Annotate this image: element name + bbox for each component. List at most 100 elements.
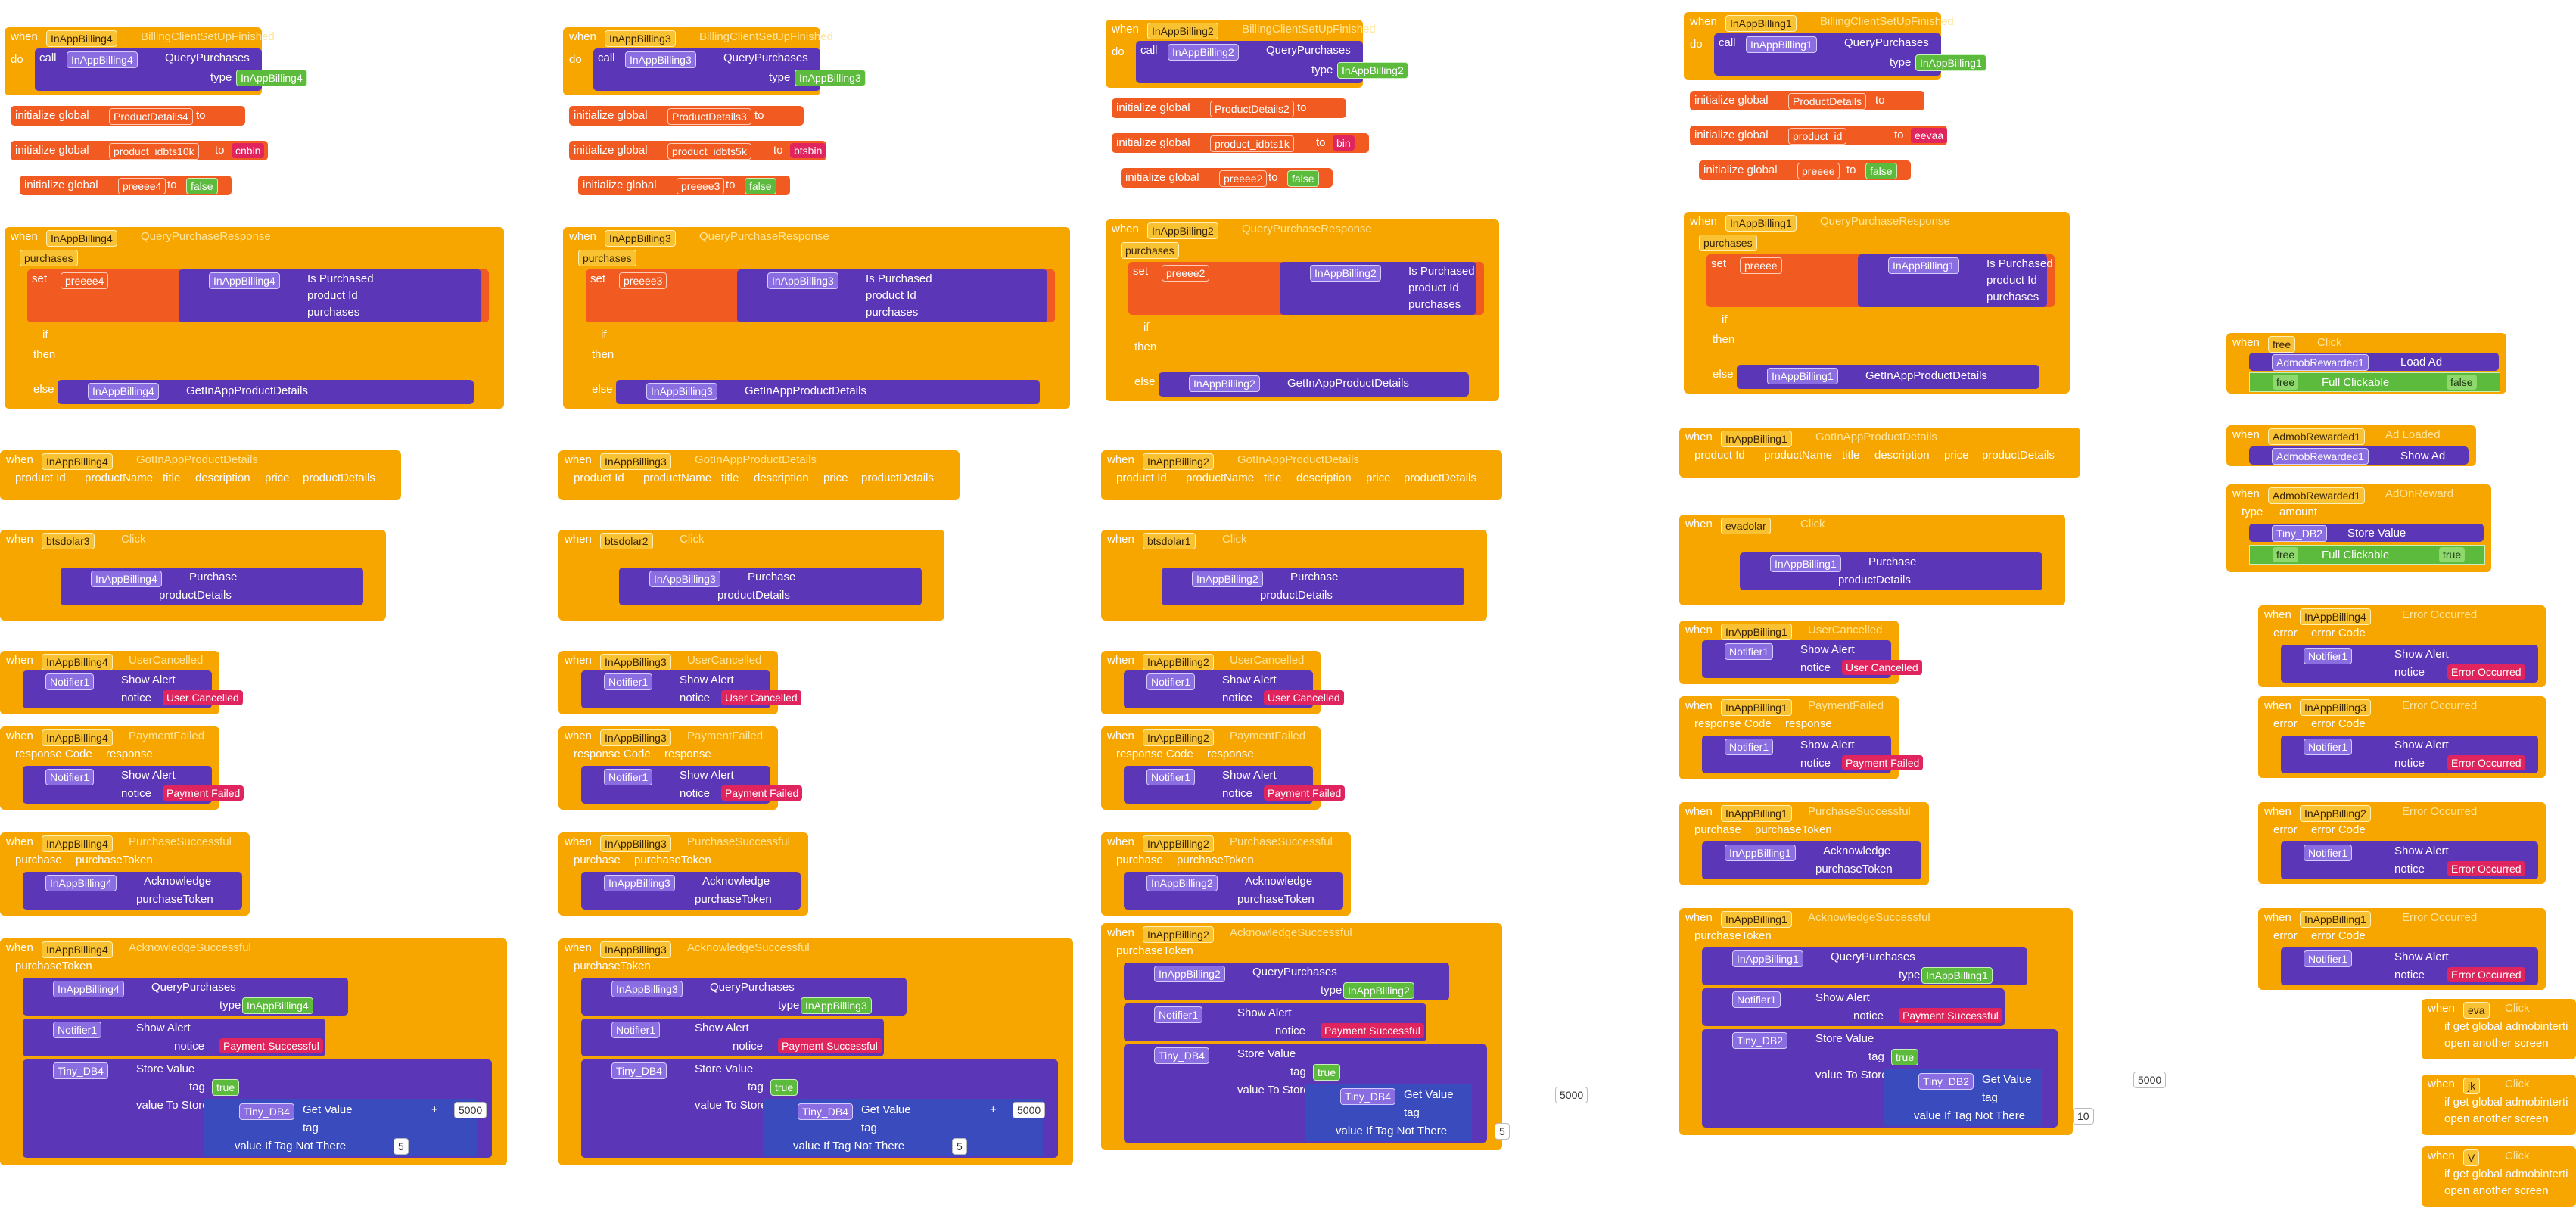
event-got-product-details[interactable]: when InAppBilling2 GotInAppProductDetails p… <box>1101 450 1502 500</box>
event-got-product-details[interactable]: when InAppBilling4 GotInAppProductDetails p… <box>0 450 401 500</box>
component-chip[interactable]: InAppBilling4 <box>88 383 159 400</box>
alert-text[interactable]: Payment Successful <box>1899 1008 2002 1023</box>
event-setup-finished[interactable]: when InAppBilling4 BillingClientSetUpFinis… <box>5 27 307 95</box>
init-global-product-id[interactable]: initialize global product_id to eevaa <box>1690 126 1948 145</box>
admob-chip[interactable]: AdmobRewarded1 <box>2268 428 2365 445</box>
var-name[interactable]: preeee4 <box>118 178 166 194</box>
event-acknowledge-successful[interactable]: when InAppBilling2 AcknowledgeSuccessful pu… <box>1101 923 1588 1150</box>
call-query-purchases[interactable]: call InAppBilling2 QueryPurchases type InApp… <box>1136 41 1408 83</box>
alert-text[interactable]: Payment Failed <box>721 785 803 801</box>
var-name[interactable]: preeee <box>1740 257 1782 274</box>
call-show-alert[interactable]: Notifier1 Show Alert notice Error Occurred <box>2281 947 2538 985</box>
component-chip[interactable]: InAppBilling4 <box>91 571 162 587</box>
tinydb-chip[interactable]: Tiny_DB4 <box>1340 1088 1395 1105</box>
var-name[interactable]: preeee3 <box>619 272 667 289</box>
notifier-chip[interactable]: Notifier1 <box>2304 739 2353 755</box>
var-name[interactable]: ProductDetails3 <box>667 108 751 125</box>
notifier-chip[interactable]: Notifier1 <box>1154 1006 1203 1023</box>
component-chip[interactable]: InAppBilling3 <box>604 875 675 891</box>
notifier-chip[interactable]: Notifier1 <box>1146 673 1196 690</box>
component-chip[interactable]: InAppBilling3 <box>605 30 676 47</box>
component-chip[interactable]: InAppBilling3 <box>605 230 676 247</box>
component-chip[interactable]: InAppBilling1 <box>1767 368 1838 384</box>
tag-value[interactable]: true <box>212 1079 240 1096</box>
alert-text[interactable]: Error Occurred <box>2447 664 2525 680</box>
type-billing-chip[interactable]: InAppBilling4 <box>236 70 307 86</box>
alert-text[interactable]: Error Occurred <box>2447 861 2525 876</box>
tag-value[interactable]: true <box>770 1079 798 1096</box>
admob-chip[interactable]: AdmobRewarded1 <box>2272 354 2369 371</box>
get-value-sum[interactable]: Tiny_DB4 Get Value +5000 tag value If Tag No… <box>204 1099 487 1156</box>
init-global-product-details[interactable]: initialize global ProductDetails4 to <box>11 106 245 126</box>
var-name[interactable]: product_id <box>1788 128 1847 145</box>
tinydb-chip[interactable]: Tiny_DB2 <box>2272 525 2327 542</box>
call-query-purchases[interactable]: call InAppBilling1 QueryPurchases type InApp… <box>1714 33 1986 76</box>
call-show-alert[interactable]: Notifier1 Show Alert notice Payment Failed <box>23 766 244 804</box>
event-acknowledge-successful[interactable]: when InAppBilling3 AcknowledgeSuccessful pu… <box>558 938 1073 1165</box>
event-error-occurred[interactable]: when InAppBilling1 Error Occurred error erro… <box>2258 908 2546 990</box>
call-show-alert[interactable]: Notifier1 Show Alert notice Payment Success… <box>1702 988 2005 1026</box>
notifier-chip[interactable]: Notifier1 <box>2304 845 2353 861</box>
bool-value[interactable]: false <box>186 178 218 194</box>
call-show-alert[interactable]: Notifier1 Show Alert notice Payment Success… <box>581 1019 884 1056</box>
notifier-chip[interactable]: Notifier1 <box>1732 991 1781 1008</box>
amount-value[interactable]: 5000 <box>454 1102 487 1118</box>
event-user-cancelled[interactable]: when InAppBilling4 UserCancelled Notifier1 S… <box>0 651 243 714</box>
notifier-chip[interactable]: Notifier1 <box>53 1022 102 1038</box>
value-chip[interactable]: false <box>2447 375 2477 390</box>
init-global-product-details[interactable]: initialize global ProductDetails to <box>1690 91 1924 110</box>
event-setup-finished[interactable]: when InAppBilling1 BillingClientSetUpFinis… <box>1684 12 1986 80</box>
button-chip[interactable]: free <box>2273 375 2299 390</box>
component-chip[interactable]: InAppBilling4 <box>46 230 117 247</box>
component-chip[interactable]: InAppBilling3 <box>600 729 671 746</box>
alert-text[interactable]: Error Occurred <box>2447 755 2525 770</box>
call-acknowledge[interactable]: InAppBilling2 Acknowledge purchaseToken <box>1124 872 1343 910</box>
set-global-preee[interactable]: set preeee4 InAppBilling4 Is Purchased produ… <box>27 269 489 322</box>
bool-value[interactable]: false <box>745 178 776 194</box>
event-user-cancelled[interactable]: when InAppBilling1 UserCancelled Notifier1 S… <box>1679 621 1922 684</box>
call-is-purchased[interactable]: InAppBilling3 Is Purchased product Id purch… <box>737 269 1047 322</box>
default-value[interactable]: 5 <box>1495 1123 1510 1140</box>
call-acknowledge[interactable]: InAppBilling4 Acknowledge purchaseToken <box>23 872 242 910</box>
var-name[interactable]: preeee3 <box>677 178 725 194</box>
var-name[interactable]: product_idbts1k <box>1210 135 1294 152</box>
button-chip[interactable]: jk <box>2463 1078 2481 1094</box>
component-chip[interactable]: InAppBilling1 <box>1770 555 1841 572</box>
event-setup-finished[interactable]: when InAppBilling3 BillingClientSetUpFinis… <box>563 27 866 95</box>
string-value[interactable]: bin <box>1333 135 1355 151</box>
tinydb-chip[interactable]: Tiny_DB4 <box>239 1103 294 1120</box>
admob-chip[interactable]: AdmobRewarded1 <box>2272 448 2369 465</box>
notifier-chip[interactable]: Notifier1 <box>1725 643 1774 660</box>
tag-value[interactable]: true <box>1313 1064 1341 1081</box>
call-query-purchases[interactable]: call InAppBilling3 QueryPurchases type InApp… <box>593 48 866 91</box>
notifier-chip[interactable]: Notifier1 <box>1146 769 1196 785</box>
tinydb-chip[interactable]: Tiny_DB2 <box>1918 1073 1974 1090</box>
tinydb-chip[interactable]: Tiny_DB4 <box>1154 1047 1209 1064</box>
component-chip[interactable]: InAppBilling2 <box>1168 44 1239 61</box>
component-chip[interactable]: InAppBilling4 <box>42 729 113 746</box>
alert-text[interactable]: User Cancelled <box>163 690 243 705</box>
init-global-preee[interactable]: initialize global preeee2 to false <box>1121 168 1333 188</box>
call-store-value[interactable]: Tiny_DB2 Store Value tag true value To Store… <box>1702 1029 2167 1128</box>
event-button-click[interactable]: when V Click if get global admobinterti open… <box>2422 1146 2576 1207</box>
type-billing-chip[interactable]: InAppBilling2 <box>1343 982 1414 999</box>
if-block[interactable]: if then else InAppBilling2 GetInAppProductDe… <box>1128 318 1476 397</box>
get-value-sum[interactable]: Tiny_DB4 Get Value +5000 tag value If Tag No… <box>763 1099 1046 1156</box>
string-value[interactable]: eevaa <box>1911 128 1948 143</box>
event-purchase-successful[interactable]: when InAppBilling4 PurchaseSuccessful purch… <box>0 832 250 916</box>
notifier-chip[interactable]: Notifier1 <box>2304 648 2353 664</box>
component-chip[interactable]: InAppBilling4 <box>2300 608 2371 625</box>
event-button-click[interactable]: when btsdolar3 Click InAppBilling4 Purchase p… <box>0 530 386 621</box>
event-purchase-successful[interactable]: when InAppBilling3 PurchaseSuccessful purch… <box>558 832 808 916</box>
init-global-product-id[interactable]: initialize global product_idbts1k to bin <box>1112 133 1369 153</box>
call-show-alert[interactable]: Notifier1 Show Alert notice Payment Success… <box>1124 1003 1426 1041</box>
bool-value[interactable]: false <box>1287 170 1319 187</box>
call-load-ad[interactable]: AdmobRewarded1 Load Ad <box>2249 353 2499 371</box>
var-name[interactable]: ProductDetails2 <box>1210 101 1294 117</box>
component-chip[interactable]: InAppBilling2 <box>1143 835 1214 852</box>
component-chip[interactable]: InAppBilling3 <box>649 571 720 587</box>
event-query-purchase-response[interactable]: when InAppBilling2 QueryPurchaseResponse pu… <box>1106 219 1499 401</box>
default-value[interactable]: 5 <box>394 1138 409 1155</box>
string-value[interactable]: btsbin <box>790 143 826 158</box>
call-show-alert[interactable]: Notifier1 Show Alert notice Error Occurred <box>2281 841 2538 879</box>
